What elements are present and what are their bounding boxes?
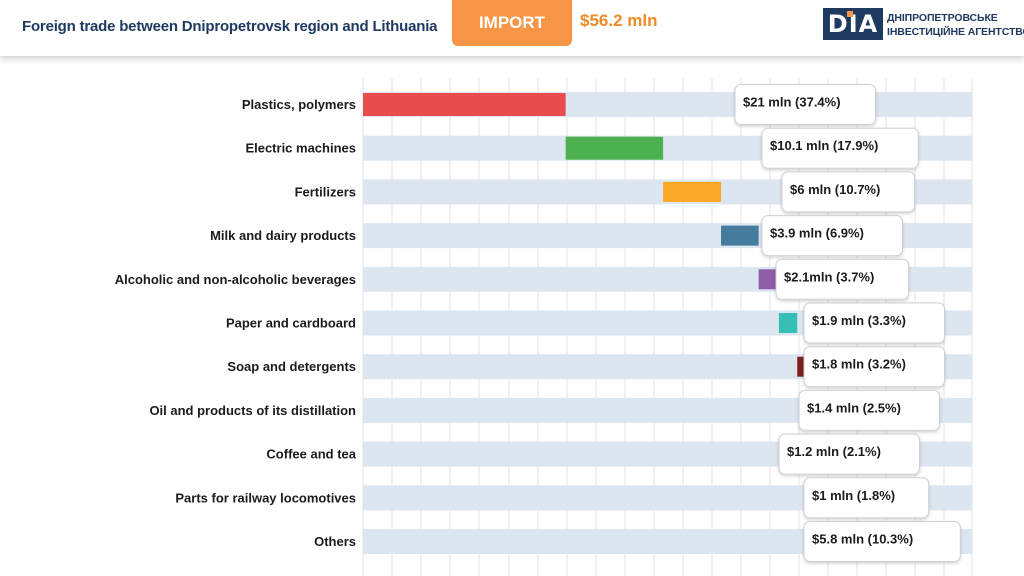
category-label: Alcoholic and non-alcoholic beverages <box>115 272 356 287</box>
import-total: $56.2 mln <box>580 11 658 30</box>
logo-text-line2: ІНВЕСТИЦІЙНЕ АГЕНТСТВО <box>887 26 1024 38</box>
data-label-box <box>803 521 961 562</box>
data-label-box <box>803 302 945 344</box>
page-title: Foreign trade between Dnipropetrovsk reg… <box>22 18 438 35</box>
data-label: $1.4 mln (2.5%) <box>807 400 901 415</box>
category-label: Electric machines <box>245 141 356 156</box>
data-label: $5.8 mln (10.3%) <box>812 532 913 547</box>
agency-logo: DIA ДНІПРОПЕТРОВСЬКЕ ІНВЕСТИЦІЙНЕ АГЕНТС… <box>823 8 1024 42</box>
data-label-box <box>781 171 916 213</box>
data-label-box <box>734 84 876 125</box>
import-waterfall-chart: Plastics, polymers $21 mln (37.4%) Electri… <box>115 78 973 576</box>
logo-mark: DIA <box>823 8 883 40</box>
data-label-box <box>761 215 903 257</box>
category-label: Parts for railway locomotives <box>175 490 356 505</box>
category-label: Others <box>314 534 356 549</box>
data-label: $1.2 mln (2.1%) <box>787 444 881 459</box>
data-label-box <box>803 346 945 388</box>
category-label: Coffee and tea <box>266 447 356 462</box>
category-label: Milk and dairy products <box>210 228 356 243</box>
data-label-box <box>778 433 920 475</box>
data-label: $2.1mln (3.7%) <box>784 269 874 284</box>
bar <box>363 93 566 116</box>
category-label: Soap and detergents <box>227 359 356 374</box>
data-label: $1.9 mln (3.3%) <box>812 313 906 328</box>
category-label: Fertilizers <box>295 184 356 199</box>
bar <box>721 225 759 246</box>
data-label: $21 mln (37.4%) <box>743 95 841 110</box>
bar <box>663 181 722 202</box>
category-label: Oil and products of its distillation <box>149 403 356 418</box>
data-label: $1 mln (1.8%) <box>812 488 895 503</box>
data-label: $3.9 mln (6.9%) <box>770 226 864 241</box>
category-label: Paper and cardboard <box>226 316 356 331</box>
category-label: Plastics, polymers <box>242 97 356 112</box>
data-label-box <box>798 389 940 431</box>
bar <box>565 136 664 160</box>
tab-import[interactable]: IMPORT <box>452 0 572 46</box>
logo-text-line1: ДНІПРОПЕТРОВСЬКЕ <box>887 12 998 24</box>
logo-accent-dot <box>847 11 853 17</box>
data-label-box <box>775 258 910 300</box>
data-label-box <box>803 477 930 519</box>
data-label: $1.8 mln (3.2%) <box>812 357 906 372</box>
data-label-box <box>761 127 919 169</box>
bar <box>778 313 798 333</box>
bar <box>758 269 779 290</box>
data-label: $6 mln (10.7%) <box>790 182 880 197</box>
data-label: $10.1 mln (17.9%) <box>770 138 878 153</box>
